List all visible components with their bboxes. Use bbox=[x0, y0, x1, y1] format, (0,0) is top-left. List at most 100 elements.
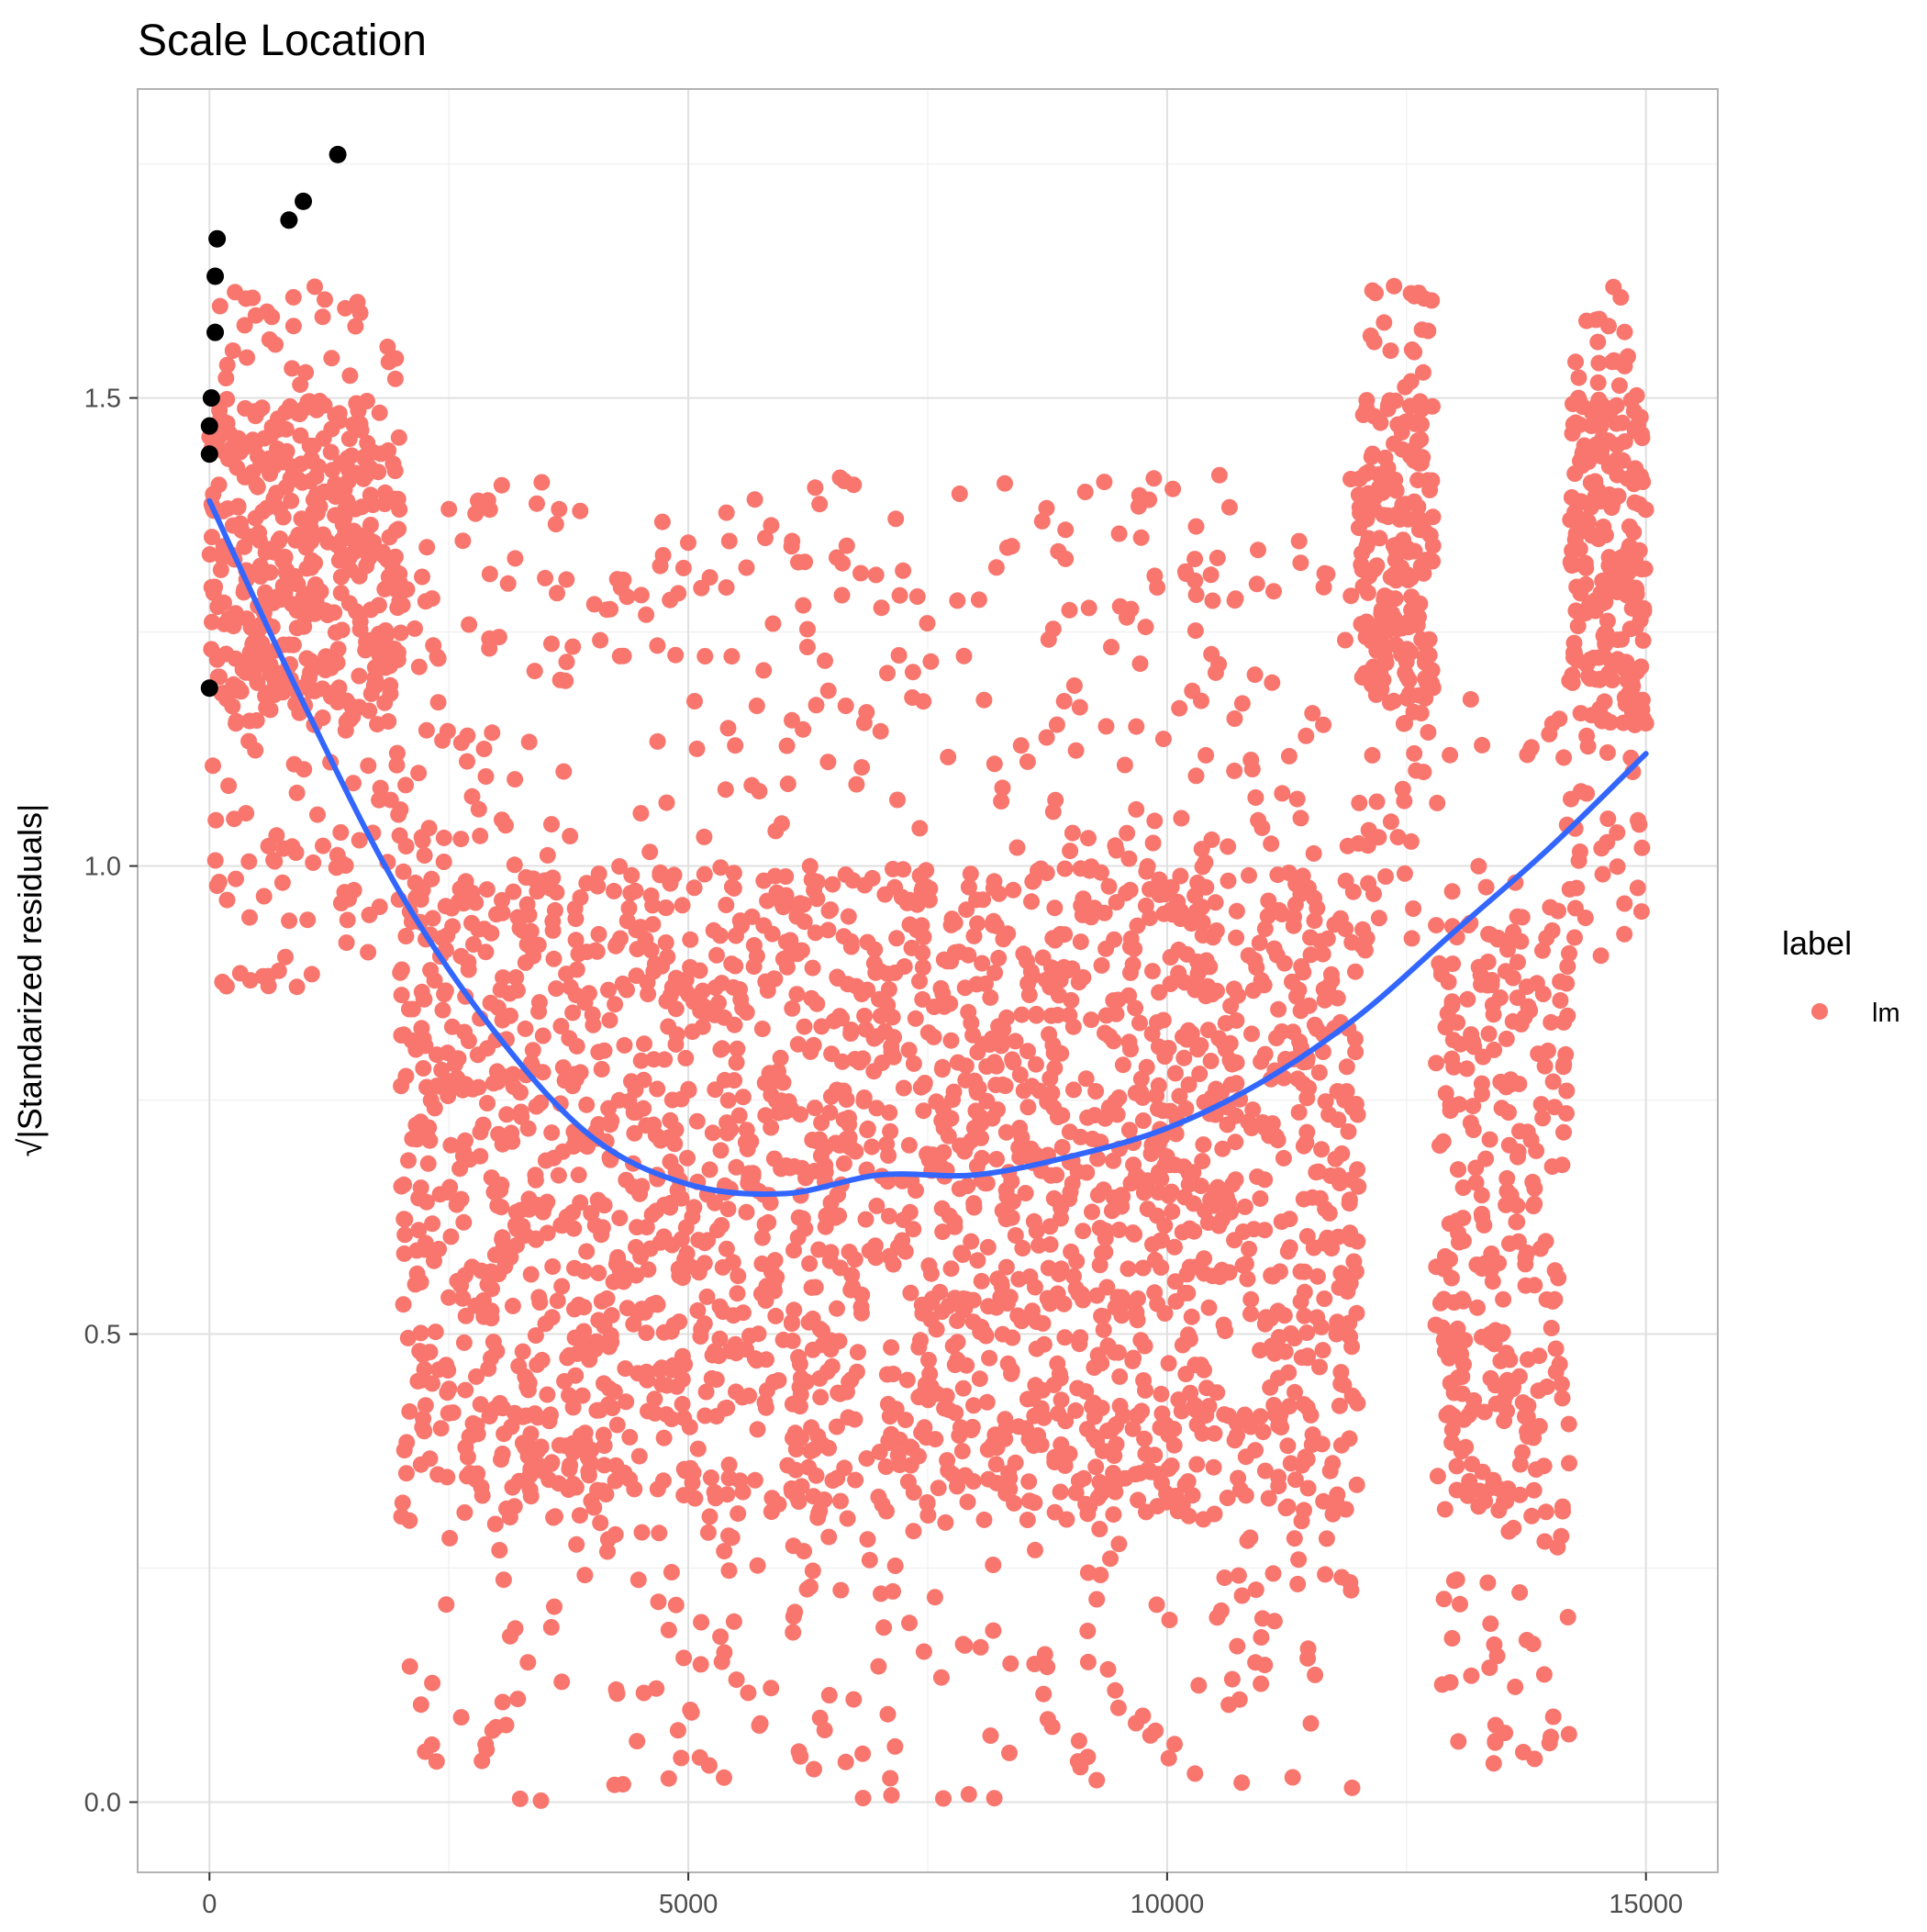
data-point bbox=[444, 918, 462, 935]
highlighted-point bbox=[200, 445, 218, 463]
data-point bbox=[799, 620, 816, 638]
data-point bbox=[982, 1727, 999, 1745]
data-point bbox=[770, 1372, 787, 1389]
data-point bbox=[1219, 1490, 1236, 1506]
data-point bbox=[1448, 1457, 1465, 1475]
data-point bbox=[720, 1527, 737, 1545]
data-point bbox=[879, 1705, 897, 1723]
data-point bbox=[1102, 1550, 1119, 1568]
data-point bbox=[1305, 1239, 1322, 1256]
data-point bbox=[576, 1424, 594, 1442]
data-point bbox=[421, 1344, 439, 1361]
data-point bbox=[572, 502, 589, 519]
data-point bbox=[637, 931, 654, 948]
data-point bbox=[527, 1167, 544, 1184]
data-point bbox=[550, 1167, 567, 1184]
data-point bbox=[990, 885, 1008, 902]
data-point bbox=[546, 1598, 563, 1615]
data-point bbox=[1616, 323, 1633, 341]
data-point bbox=[204, 613, 220, 631]
data-point bbox=[1387, 590, 1404, 608]
data-point bbox=[1563, 790, 1579, 808]
data-point bbox=[315, 430, 332, 447]
data-point bbox=[652, 866, 669, 884]
data-point bbox=[1562, 553, 1579, 571]
data-point bbox=[1374, 469, 1391, 486]
data-point bbox=[1365, 885, 1382, 902]
data-point bbox=[1292, 554, 1309, 572]
data-point bbox=[738, 559, 755, 576]
data-point bbox=[848, 776, 865, 793]
data-point bbox=[1623, 588, 1641, 606]
data-point bbox=[1220, 838, 1237, 855]
data-point bbox=[483, 924, 500, 942]
data-point bbox=[286, 567, 304, 585]
data-point bbox=[607, 996, 624, 1013]
data-point bbox=[430, 1240, 448, 1257]
data-point bbox=[1473, 1205, 1490, 1223]
data-point bbox=[697, 1383, 715, 1401]
data-point bbox=[1604, 672, 1621, 689]
data-point bbox=[606, 882, 622, 899]
data-point bbox=[1571, 393, 1588, 410]
data-point bbox=[1255, 977, 1273, 994]
data-point bbox=[1406, 343, 1423, 361]
data-point bbox=[1146, 1284, 1164, 1301]
data-point bbox=[748, 698, 765, 714]
data-point bbox=[919, 615, 936, 632]
data-point bbox=[830, 1207, 848, 1224]
data-point bbox=[475, 741, 493, 757]
data-point bbox=[533, 1351, 551, 1368]
data-point bbox=[576, 994, 594, 1011]
data-point bbox=[958, 901, 975, 919]
data-point bbox=[332, 895, 350, 911]
data-point bbox=[1559, 958, 1576, 975]
data-point bbox=[439, 1384, 456, 1402]
data-point bbox=[273, 874, 291, 891]
data-point bbox=[1474, 1328, 1490, 1346]
data-point bbox=[1328, 1325, 1345, 1343]
data-point bbox=[1161, 1156, 1178, 1174]
data-point bbox=[1347, 963, 1364, 980]
data-point bbox=[1065, 1081, 1082, 1099]
data-point bbox=[803, 1419, 820, 1436]
data-point bbox=[1186, 1396, 1204, 1413]
data-point bbox=[359, 434, 376, 452]
data-point bbox=[534, 1462, 551, 1480]
data-point bbox=[570, 1167, 587, 1184]
data-point bbox=[1012, 737, 1030, 754]
data-point bbox=[336, 508, 353, 526]
data-point bbox=[545, 1509, 563, 1526]
data-point bbox=[349, 294, 366, 311]
data-point bbox=[1069, 1379, 1086, 1397]
data-point bbox=[1052, 1483, 1069, 1501]
data-point bbox=[542, 1619, 560, 1636]
data-point bbox=[934, 1100, 952, 1118]
data-point bbox=[1027, 1279, 1043, 1296]
data-point bbox=[689, 1440, 707, 1457]
data-point bbox=[1303, 1436, 1320, 1453]
data-point bbox=[888, 930, 906, 947]
data-point bbox=[348, 603, 365, 620]
data-point bbox=[1281, 1239, 1298, 1256]
data-point bbox=[1365, 333, 1383, 351]
data-point bbox=[1062, 843, 1079, 860]
y-axis: 0.00.51.01.5 bbox=[84, 385, 138, 1818]
data-point bbox=[675, 1649, 693, 1667]
data-point bbox=[561, 1387, 577, 1404]
data-point bbox=[1002, 1655, 1019, 1672]
data-point bbox=[725, 1613, 742, 1630]
data-point bbox=[1437, 1085, 1454, 1102]
data-point bbox=[1387, 507, 1405, 523]
data-point bbox=[1599, 400, 1617, 418]
data-point bbox=[990, 949, 1008, 966]
data-point bbox=[567, 910, 585, 928]
data-point bbox=[319, 607, 337, 623]
data-point bbox=[240, 853, 258, 870]
data-point bbox=[556, 1072, 574, 1089]
data-point bbox=[669, 1722, 686, 1739]
data-point bbox=[543, 635, 560, 653]
data-point bbox=[838, 537, 855, 554]
data-point bbox=[1328, 1493, 1345, 1511]
legend: label lm bbox=[1782, 924, 1900, 1028]
